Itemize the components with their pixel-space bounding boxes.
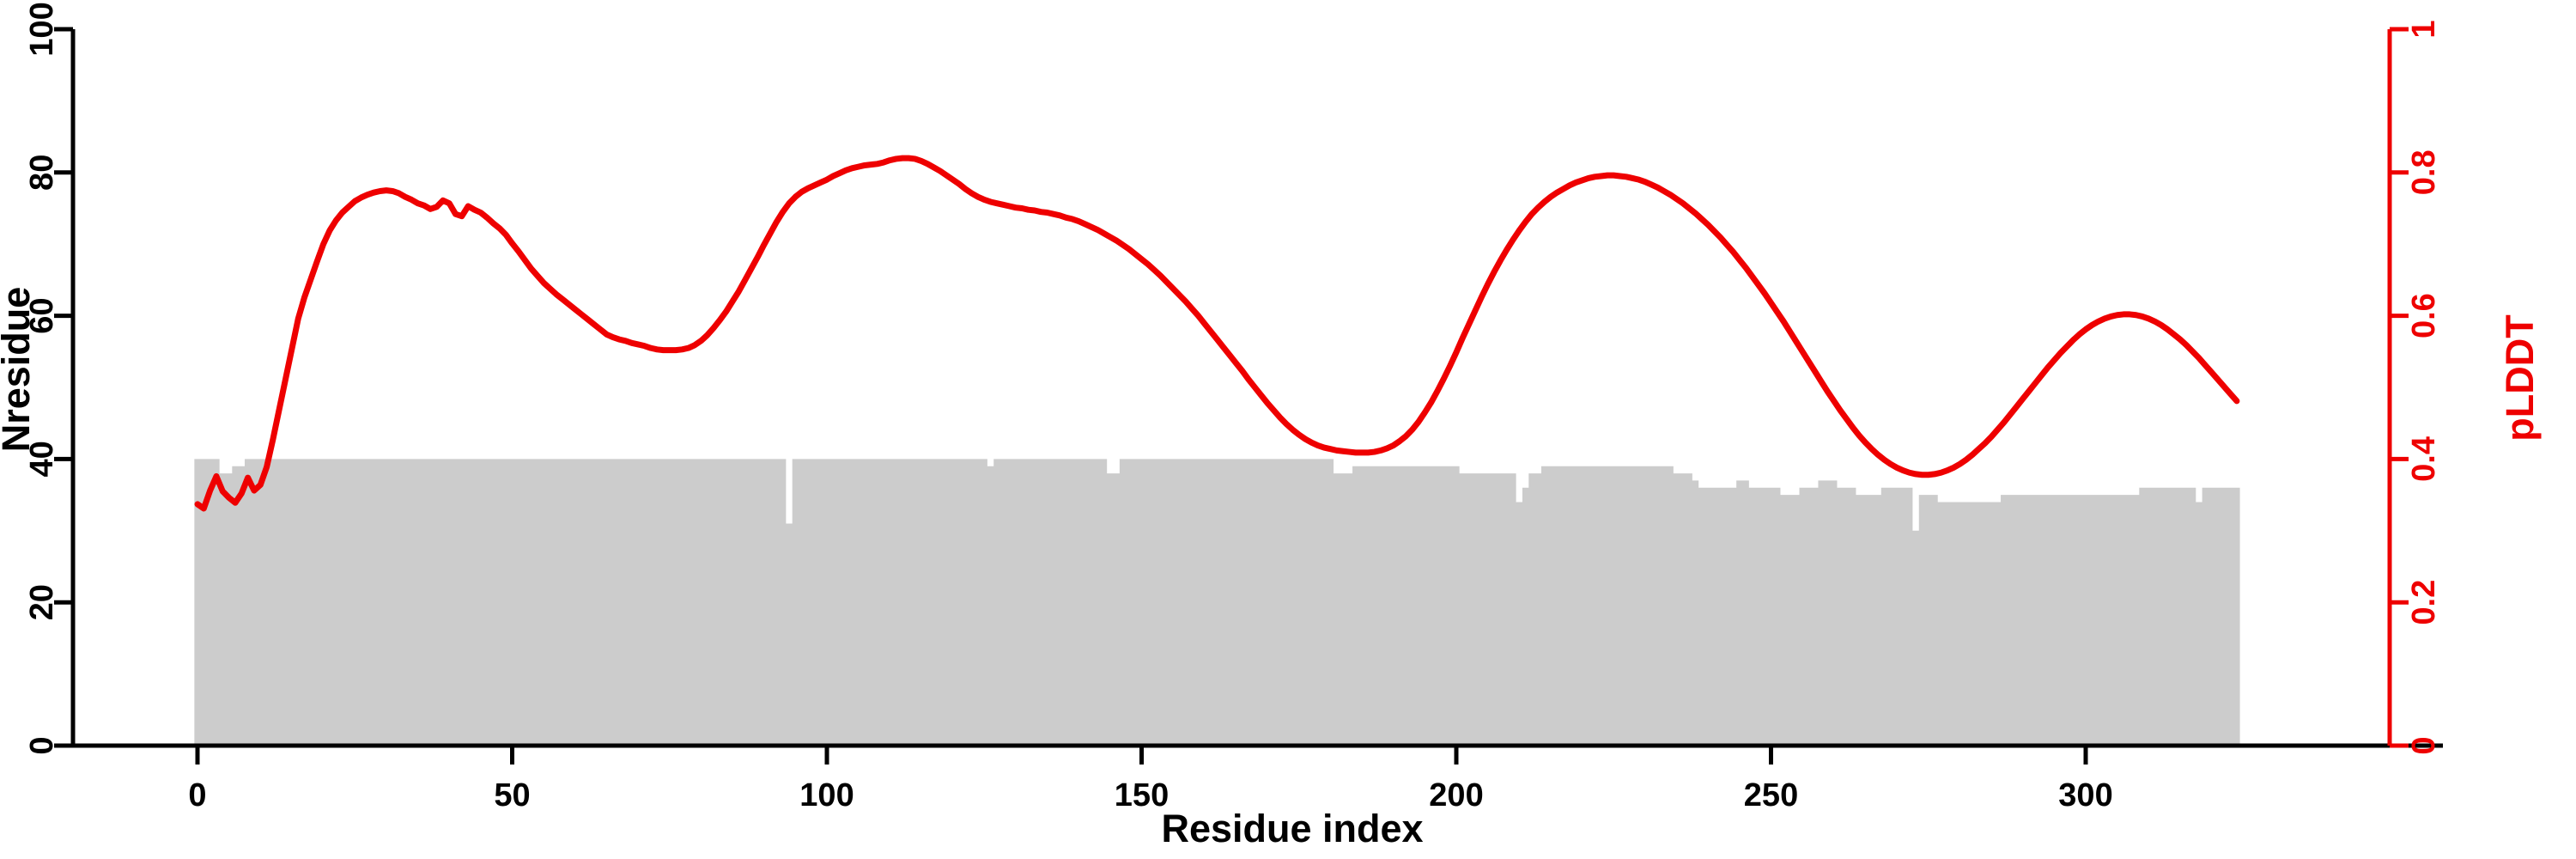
line-series-plddt bbox=[194, 155, 2240, 512]
left-axis-ticks bbox=[54, 27, 73, 748]
y2-tick-label: 0.8 bbox=[2406, 149, 2442, 195]
y2-tick-label: 0.6 bbox=[2406, 293, 2442, 338]
y2-tick-label: 1 bbox=[2406, 20, 2442, 38]
bottom-axis: 0 50 100 150 200 250 300 bbox=[73, 743, 2443, 813]
y2-axis-title: pLDDT bbox=[2498, 314, 2542, 441]
plddt-line-path bbox=[194, 155, 2240, 512]
x-tick-label: 250 bbox=[1744, 777, 1798, 813]
left-axis: 0 20 40 60 80 100 bbox=[24, 2, 76, 755]
x-tick-label: 200 bbox=[1429, 777, 1483, 813]
y-axis-title: Nresidue bbox=[0, 287, 38, 453]
y2-tick-label: 0 bbox=[2406, 736, 2442, 754]
y-tick-label: 60 bbox=[24, 297, 60, 333]
x-tick-label: 300 bbox=[2058, 777, 2112, 813]
x-tick-label: 50 bbox=[494, 777, 530, 813]
y-tick-label: 0 bbox=[24, 736, 60, 754]
bottom-axis-ticklabels: 0 50 100 150 200 250 300 bbox=[188, 777, 2112, 813]
y2-tick-label: 0.2 bbox=[2406, 580, 2442, 625]
x-tick-label: 0 bbox=[188, 777, 206, 813]
y-tick-label: 20 bbox=[24, 584, 60, 620]
right-axis: 0 0.2 0.4 0.6 0.8 1 bbox=[2387, 20, 2442, 755]
bar-path bbox=[194, 459, 2240, 746]
y-tick-label: 100 bbox=[24, 2, 60, 56]
right-axis-ticks bbox=[2390, 27, 2409, 748]
x-tick-label: 150 bbox=[1115, 777, 1169, 813]
y-tick-label: 40 bbox=[24, 441, 60, 477]
bottom-axis-ticks bbox=[195, 746, 2088, 765]
bar-series-nresidue bbox=[194, 459, 2240, 746]
right-axis-ticklabels: 0 0.2 0.4 0.6 0.8 1 bbox=[2406, 20, 2442, 754]
left-axis-ticklabels: 0 20 40 60 80 100 bbox=[24, 2, 60, 754]
x-tick-label: 100 bbox=[799, 777, 854, 813]
y-tick-label: 80 bbox=[24, 155, 60, 191]
x-axis-title: Residue index bbox=[1161, 807, 1423, 850]
y2-tick-label: 0.4 bbox=[2406, 436, 2442, 482]
